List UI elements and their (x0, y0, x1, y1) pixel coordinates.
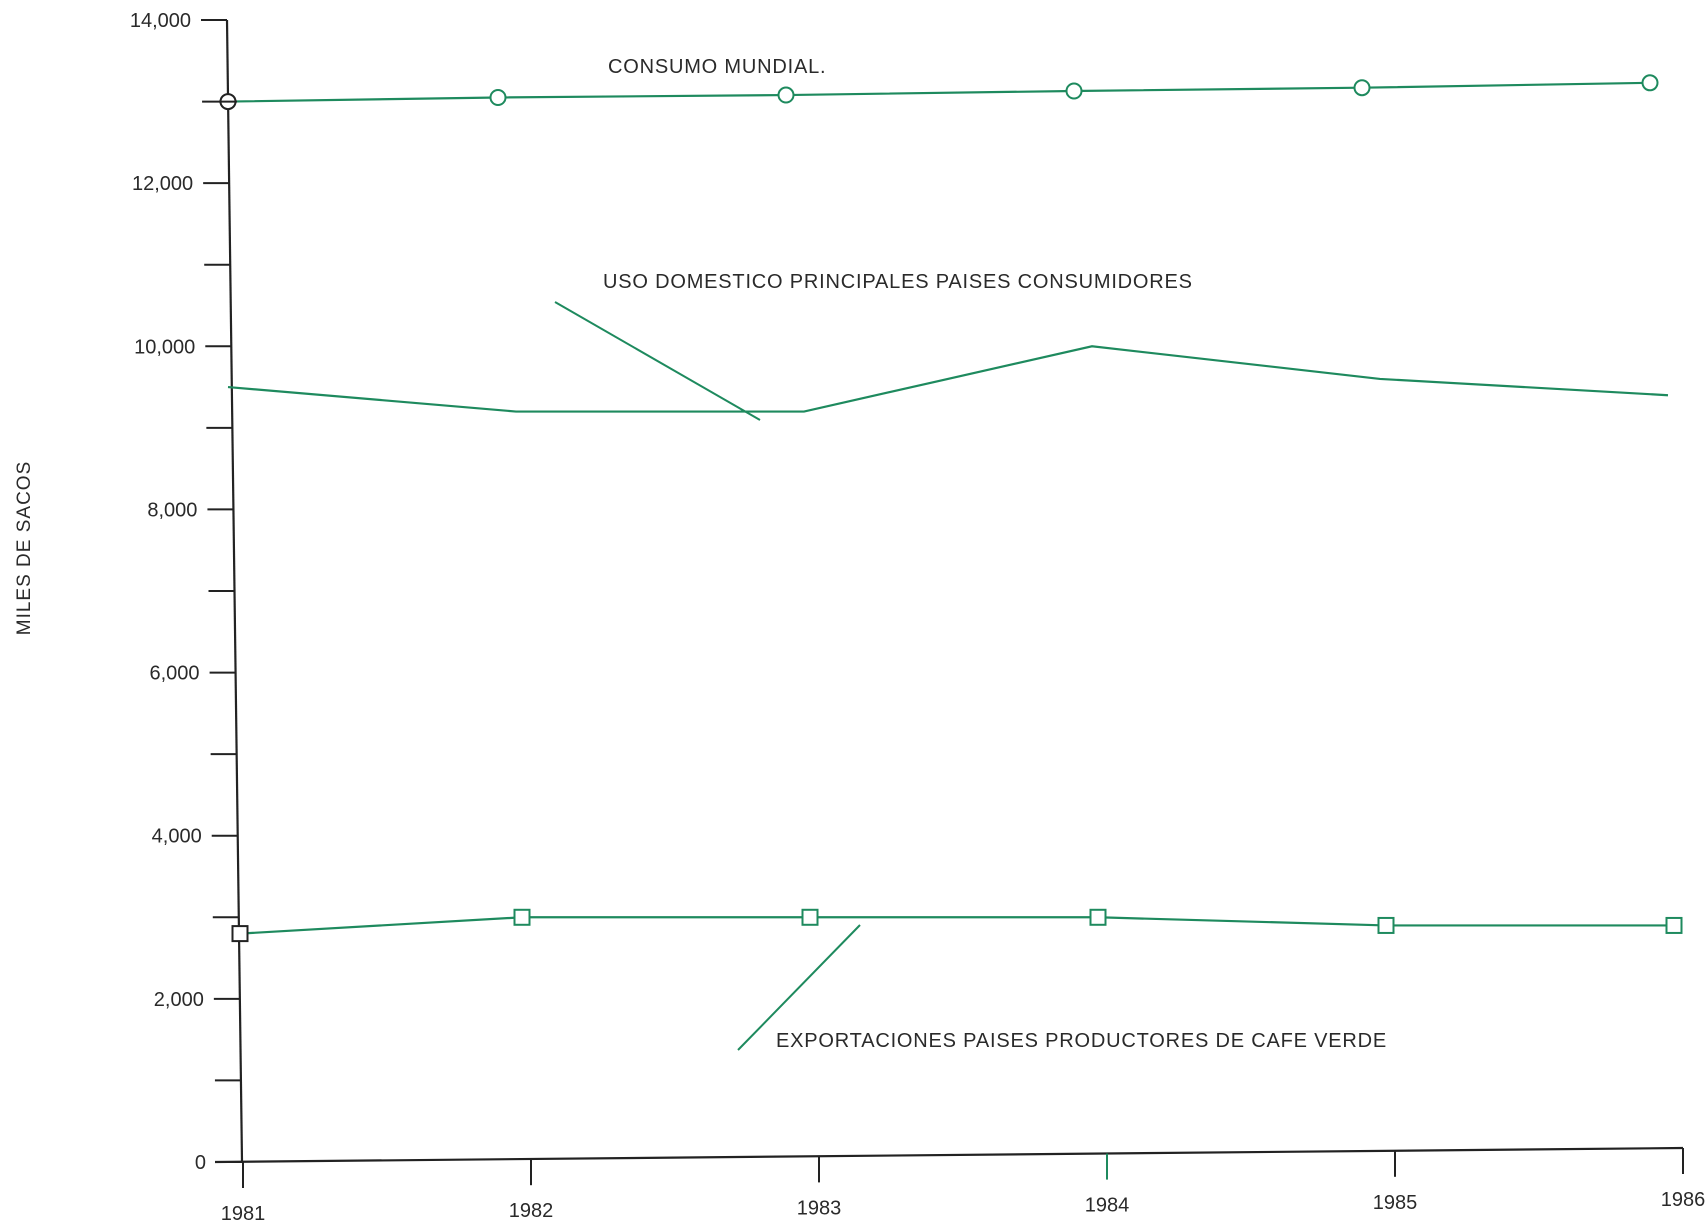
series-line (239, 916, 1674, 935)
leader-exportaciones (737, 924, 861, 1051)
x-tick-label: 1985 (1373, 1192, 1418, 1214)
series-line (227, 345, 1669, 413)
data-point-square (513, 908, 531, 926)
y-tick-label: 10,000 (134, 336, 195, 358)
data-point-circle (489, 88, 507, 106)
data-point-circle (1641, 74, 1659, 92)
label-leaders (554, 301, 861, 1051)
x-tick-label: 1986 (1661, 1189, 1706, 1211)
series-line (227, 81, 1651, 103)
series-label-exportaciones: EXPORTACIONES PAISES PRODUCTORES DE CAFE… (776, 1030, 1387, 1052)
y-tick-label: 4,000 (152, 826, 202, 848)
x-axis-line (214, 1146, 1684, 1164)
x-tick-label: 1982 (509, 1200, 554, 1222)
y-tick-label: 2,000 (154, 989, 204, 1011)
y-tick-label: 14,000 (130, 10, 191, 32)
x-tick-label: 1984 (1085, 1195, 1130, 1217)
data-point-circle (1353, 79, 1371, 97)
y-tick-label: 6,000 (150, 663, 200, 685)
y-tick-label: 12,000 (132, 173, 193, 195)
series-label-uso-domestico: USO DOMESTICO PRINCIPALES PAISES CONSUMI… (603, 271, 1193, 293)
series-label-consumo-mundial: CONSUMO MUNDIAL. (608, 56, 826, 78)
data-point-square (801, 908, 819, 926)
data-point-square (1089, 908, 1107, 926)
leader-uso-domestico (554, 301, 761, 421)
axes (214, 19, 1684, 1164)
data-point-square (1377, 916, 1395, 934)
series-lines (227, 81, 1674, 935)
data-point-circle (777, 86, 795, 104)
y-tick-label: 8,000 (147, 499, 197, 521)
x-tick-label: 1981 (221, 1203, 266, 1225)
data-point-square (231, 925, 249, 943)
y-axis-label: MILES DE SACOS (14, 461, 35, 636)
data-point-circle (1065, 82, 1083, 100)
x-tick-label: 1983 (797, 1197, 842, 1219)
y-tick-label: 0 (195, 1152, 206, 1174)
data-point-square (1665, 916, 1683, 934)
series-markers (219, 74, 1683, 943)
y-ticks: 0 2,000 4,000 6,000 8,000 10,000 12,000 14,000 (130, 10, 242, 1174)
x-ticks: 1981 1982 1983 1984 1985 1986 (221, 1148, 1706, 1225)
